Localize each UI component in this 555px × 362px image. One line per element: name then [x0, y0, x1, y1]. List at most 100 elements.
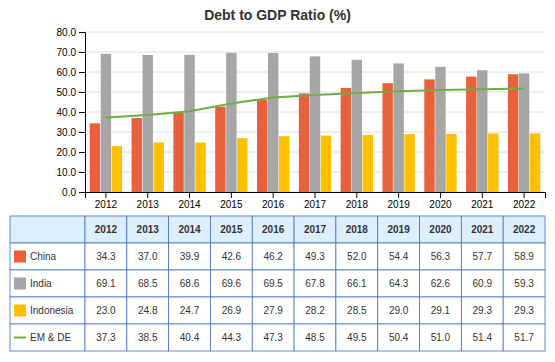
- table-cell: [461, 270, 503, 297]
- x-tick-mark: [440, 192, 441, 198]
- x-tick-mark: [273, 192, 274, 198]
- y-tick: 40.0: [57, 107, 85, 118]
- table-cell: [127, 297, 169, 324]
- y-tick-label: 80.0: [57, 27, 77, 38]
- bar: [404, 134, 414, 192]
- x-tick-mark: [315, 192, 316, 198]
- table-header: 2015: [220, 224, 243, 235]
- x-tick-label: 2019: [388, 199, 411, 210]
- x-tick: 2020: [429, 192, 452, 210]
- bar: [363, 135, 373, 192]
- x-tick: 2015: [220, 192, 243, 210]
- x-tick-label: 2017: [304, 199, 327, 210]
- table-cell: [85, 297, 127, 324]
- table-value: 60.9: [473, 278, 493, 289]
- bar: [446, 134, 456, 192]
- y-tick-mark: [79, 52, 85, 53]
- y-tick-label: 20.0: [57, 147, 77, 158]
- bar: [488, 133, 498, 192]
- table-cell: [210, 270, 252, 297]
- table-cell: [503, 324, 545, 351]
- x-tick-label: 2015: [220, 199, 243, 210]
- bar: [279, 136, 289, 192]
- table-cell: [252, 243, 294, 270]
- table-value: 69.1: [96, 278, 116, 289]
- x-tick: 2021: [471, 192, 494, 210]
- bar: [321, 136, 331, 192]
- table-value: 59.3: [514, 278, 534, 289]
- x-tick-label: 2022: [513, 199, 536, 210]
- table-cell: [10, 216, 85, 243]
- y-tick: 80.0: [57, 27, 85, 38]
- bar: [352, 60, 362, 192]
- bar: [195, 143, 205, 192]
- table-cell: [378, 216, 420, 243]
- table-cell: [85, 243, 127, 270]
- x-tick-label: 2014: [178, 199, 201, 210]
- y-axis: 0.010.020.030.040.050.060.070.080.0: [57, 27, 86, 198]
- grid-line: [85, 32, 545, 33]
- y-tick-mark: [79, 192, 85, 193]
- y-tick-mark: [79, 92, 85, 93]
- table-value: 54.4: [389, 251, 409, 262]
- table-cell: [503, 216, 545, 243]
- table-value: 62.6: [431, 278, 451, 289]
- table-value: 24.8: [138, 305, 158, 316]
- table-header: 2021: [471, 224, 494, 235]
- bar-series: [90, 74, 519, 192]
- bar: [519, 73, 529, 192]
- bar: [153, 142, 163, 192]
- x-tick: 2022: [513, 192, 536, 210]
- bar: [435, 67, 445, 192]
- table-value: 42.6: [222, 251, 242, 262]
- y-tick-label: 60.0: [57, 67, 77, 78]
- x-tick-mark: [524, 192, 525, 198]
- table-cell: [378, 297, 420, 324]
- bar: [508, 74, 518, 192]
- table-value: 52.0: [347, 251, 367, 262]
- table-cell: [210, 243, 252, 270]
- bar: [90, 123, 100, 192]
- table-cell: [503, 297, 545, 324]
- table-value: 34.3: [96, 251, 116, 262]
- x-tick-label: 2012: [95, 199, 118, 210]
- table-header: 2014: [178, 224, 201, 235]
- y-tick-mark: [79, 112, 85, 113]
- table-header: 2016: [262, 224, 285, 235]
- table-cell: [127, 216, 169, 243]
- line: [106, 89, 524, 118]
- bar: [101, 54, 111, 192]
- table-value: 56.3: [431, 251, 451, 262]
- table-cell: [378, 324, 420, 351]
- table-cell: [294, 216, 336, 243]
- table-cell: [420, 297, 462, 324]
- x-axis: 2012201320142015201620172018201920202021…: [86, 192, 546, 210]
- table-cell: [210, 216, 252, 243]
- bar: [184, 55, 194, 192]
- table-header: 2018: [346, 224, 369, 235]
- bar-series: [112, 133, 541, 192]
- legend-label: China: [30, 251, 57, 262]
- legend-label: EM & DE: [30, 332, 71, 343]
- table-cell: [10, 324, 85, 351]
- table-cell: [503, 270, 545, 297]
- table-header: 2013: [137, 224, 160, 235]
- table-value: 28.2: [305, 305, 325, 316]
- table-value: 46.2: [263, 251, 283, 262]
- table-header: 2020: [429, 224, 452, 235]
- bar: [237, 138, 247, 192]
- table-value: 23.0: [96, 305, 116, 316]
- bar: [226, 53, 236, 192]
- table-value: 47.3: [263, 332, 283, 343]
- table-cell: [169, 270, 211, 297]
- bar: [143, 55, 153, 192]
- table-cell: [127, 243, 169, 270]
- table-value: 27.9: [263, 305, 283, 316]
- bar: [268, 53, 278, 192]
- table-value: 69.6: [222, 278, 242, 289]
- y-tick-label: 70.0: [57, 47, 77, 58]
- bar-series: [101, 53, 530, 192]
- y-axis-line: [79, 33, 86, 193]
- x-tick: 2019: [388, 192, 411, 210]
- y-tick-mark: [79, 72, 85, 73]
